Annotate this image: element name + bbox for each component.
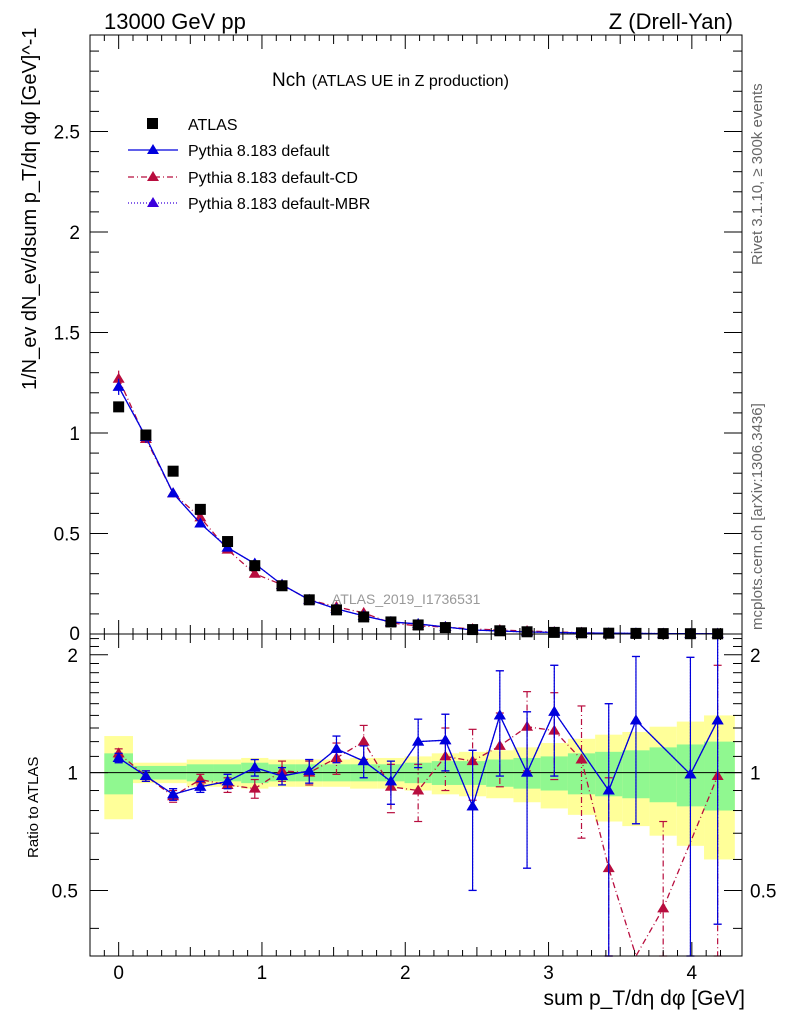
y-tick-label-0.5: 0.5 [54,524,80,545]
legend-atlas-label: ATLAS [188,117,238,134]
atlas-data-point-15 [521,626,533,638]
ratio-y-tick-label-left-2: 2 [67,646,78,667]
legend-atlas-marker [147,118,158,129]
main-point-0-3 [194,517,207,528]
ratio-point-0-16 [548,705,561,716]
legend-mbr-label: Pythia 8.183 default-MBR [188,196,370,213]
ratio-y-axis-label: Ratio to ATLAS [25,757,42,858]
ratio-point-0-5 [248,761,261,772]
ratio-point-0-11 [412,735,425,746]
legend: ATLAS Pythia 8.183 default Pythia 8.183 … [128,117,370,213]
plot-title-main: Nch [272,70,306,91]
ratio-point-0-2 [167,788,180,799]
ratio-point-1-17 [575,753,588,764]
ratio-y-tick-label-right-2: 2 [750,646,761,667]
ratio-point-0-22 [711,714,724,725]
atlas-data-point-3 [194,503,206,515]
ratio-point-0-18 [602,784,615,795]
ratio-point-0-7 [303,764,316,775]
band-inner-20 [649,747,677,803]
ratio-point-0-12 [439,734,452,745]
main-point-1-5 [248,567,261,578]
atlas-data-point-10 [385,616,397,628]
ratio-point-0-3 [194,780,207,791]
ratio-point-0-9 [357,755,370,766]
y-tick-label-1: 1 [69,424,80,445]
ratio-y-tick-label-left-0.5: 0.5 [52,881,78,902]
ratio-point-0-10 [384,775,397,786]
atlas-data-point-19 [630,627,642,639]
y-tick-label-0: 0 [69,624,80,645]
observable-label: Z (Drell-Yan) [609,9,733,34]
y-tick-label-1.5: 1.5 [54,323,80,344]
legend-default-marker [147,144,159,154]
x-tick-label-0: 0 [113,963,124,984]
plot-title-sub: (ATLAS UE in Z production) [312,73,509,90]
analysis-watermark: ATLAS_2019_I1736531 [332,591,481,607]
atlas-data-point-6 [276,580,288,592]
ratio-point-0-21 [684,768,697,779]
ratio-y-tick-label-right-1: 1 [750,764,761,785]
x-tick-label-1: 1 [257,963,268,984]
atlas-data-point-7 [303,594,315,606]
atlas-data-point-1 [140,429,152,441]
y-tick-label-2: 2 [69,223,80,244]
main-point-1-0 [112,372,125,383]
ratio-point-1-9 [357,735,370,746]
atlas-data-point-5 [249,560,261,572]
atlas-data-point-16 [548,626,560,638]
atlas-data-point-12 [439,622,451,634]
legend-cd-label: Pythia 8.183 default-CD [188,170,358,187]
legend-mbr-marker [147,197,159,207]
mcplots-label: mcplots.cern.ch [arXiv:1306.3436] [749,403,766,630]
ratio-point-0-13 [466,800,479,811]
ratio-point-0-6 [276,770,289,781]
x-tick-label-2: 2 [400,963,411,984]
atlas-data-point-13 [467,624,479,636]
atlas-data-point-9 [358,611,370,623]
x-axis-label: sum p_T/dη dφ [GeV] [543,987,745,1010]
legend-default-label: Pythia 8.183 default [188,143,330,160]
ratio-point-0-14 [493,709,506,720]
ratio-point-1-20 [657,902,670,913]
plot-title: Nch (ATLAS UE in Z production) [272,70,509,91]
ratio-point-1-11 [412,784,425,795]
x-tick-label-4: 4 [687,963,698,984]
ratio-point-0-15 [521,766,534,777]
atlas-data-point-18 [603,627,615,639]
atlas-data-point-0 [113,401,125,413]
ratio-point-0-0 [112,751,125,762]
main-point-1-3 [194,511,207,522]
atlas-data-point-14 [494,625,506,637]
atlas-data-point-17 [576,627,588,639]
atlas-data-point-11 [412,619,424,631]
ratio-point-0-8 [330,742,343,753]
ratio-panel-frame [89,633,743,957]
x-tick-label-3: 3 [543,963,554,984]
ratio-point-0-19 [629,714,642,725]
main-point-0-0 [112,380,125,391]
axes-layer: 0 1 2 3 4 0.5 1 1.5 2 2.5 0 0.5 0.5 1 1 2 2 [52,35,776,984]
atlas-data-point-2 [167,465,179,477]
process-label: 13000 GeV pp [104,9,246,34]
legend-cd-marker [147,171,159,181]
ratio-series-layer [112,633,724,958]
ratio-series-0 [112,633,724,957]
ratio-y-tick-label-right-0.5: 0.5 [750,881,776,902]
y-tick-label-2.5: 2.5 [54,122,80,143]
rivet-version-label: Rivet 3.1.10, ≥ 300k events [749,83,766,265]
main-point-0-2 [167,487,180,498]
atlas-data-point-8 [330,604,342,616]
ratio-point-1-5 [248,782,261,793]
atlas-data-point-4 [222,536,234,548]
ratio-y-tick-label-left-1: 1 [67,764,78,785]
ratio-point-0-4 [221,775,234,786]
ratio-point-0-1 [139,770,152,781]
y-axis-label: 1/N_ev dN_ev/dsum p_T/dη dφ [GeV]^-1 [19,27,41,390]
